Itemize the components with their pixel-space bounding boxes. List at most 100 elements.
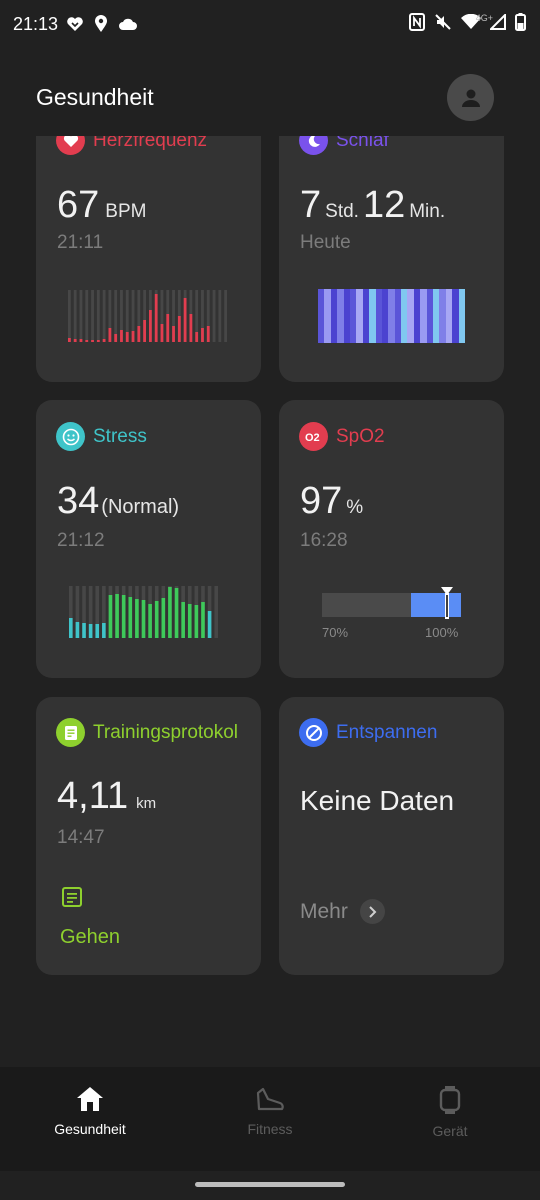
heart-rate-track [201, 290, 204, 342]
stress-bar [201, 602, 205, 638]
signal-icon [490, 14, 506, 30]
relax-card[interactable]: Entspannen Keine Daten Mehr [279, 697, 504, 975]
sleep-stage-segment [381, 289, 389, 343]
battery-icon [515, 13, 526, 31]
stress-title: Stress [93, 425, 147, 447]
avatar[interactable] [447, 74, 494, 121]
heart-rate-track [218, 290, 222, 342]
stress-bar [128, 597, 133, 638]
stress-bar [121, 595, 126, 638]
heart-rate-track [96, 290, 100, 342]
stress-track [69, 586, 73, 638]
heart-rate-card[interactable]: Herzfrequenz 67 BPM 21:11 [36, 106, 261, 382]
heart-rate-bar [206, 326, 210, 342]
sleep-stage-segment [324, 289, 331, 343]
heart-rate-bar [201, 328, 204, 342]
training-title: Trainingsprotokol [93, 721, 239, 743]
sleep-stage-segment [452, 289, 459, 343]
spo2-unit: % [346, 497, 364, 518]
heart-rate-bar [143, 320, 146, 342]
stress-track [95, 586, 100, 638]
status-time: 21:13 [13, 14, 59, 34]
heart-rate-bar [160, 324, 164, 342]
sleep-card[interactable]: Schlaf 7 Std. 12 Min. Heute [279, 106, 504, 382]
stress-level: (Normal) [101, 496, 180, 518]
home-icon [77, 1087, 103, 1111]
network-type: 4G+ [475, 13, 493, 23]
sleep-stage-segment [401, 289, 408, 343]
stress-time: 21:12 [57, 530, 105, 551]
stress-bar [88, 624, 93, 638]
svg-text:O2: O2 [305, 432, 320, 444]
spo2-title: SpO2 [336, 425, 385, 447]
sleep-stage-segment [458, 289, 465, 343]
spo2-value: 97 [300, 480, 343, 522]
chevron-right-icon [359, 899, 385, 924]
heart-rate-track [137, 290, 141, 342]
watch-icon [439, 1086, 461, 1114]
spo2-card[interactable]: O2 SpO2 97 % 16:28 70% 100% [279, 400, 504, 678]
stress-track [214, 586, 218, 638]
heart-rate-bar [102, 339, 106, 342]
heart-rate-bar [189, 314, 193, 342]
sleep-stage-segment [394, 289, 402, 343]
nav-item-geraet[interactable]: Gerät [390, 1085, 510, 1139]
spo2-gauge [322, 587, 461, 619]
stress-track [82, 586, 86, 638]
sleep-stage-segment [356, 289, 363, 343]
heart-rate-bar [183, 298, 187, 342]
heart-rate-track [79, 290, 83, 342]
sleep-stage-segment [426, 289, 434, 343]
sleep-stage-segment [420, 289, 427, 343]
heart-rate-track [212, 290, 216, 342]
nav-item-fitness[interactable]: Fitness [210, 1085, 330, 1137]
nav-label-fitness: Fitness [247, 1121, 293, 1137]
nav-item-gesundheit[interactable]: Gesundheit [30, 1085, 150, 1137]
heart-rate-bar [73, 339, 77, 342]
stress-track [88, 586, 93, 638]
heart-rate-bar [172, 326, 175, 342]
training-card[interactable]: Trainingsprotokol 4,11 km 14:47 Gehen [36, 697, 261, 975]
status-bar: 21:13 4G+ [0, 0, 540, 50]
sleep-stage-segment [407, 289, 414, 343]
stress-bar [95, 624, 100, 638]
relax-more-link[interactable]: Mehr [300, 899, 385, 924]
heart-rate-bar [68, 338, 71, 342]
stress-track [102, 586, 106, 638]
o2-icon: O2 [299, 422, 328, 451]
heart-rate-unit: BPM [105, 201, 147, 222]
sleep-stage-segment [362, 289, 370, 343]
sleep-hours: 7 [300, 184, 322, 226]
stress-bar [135, 599, 139, 638]
stress-bar [75, 622, 80, 638]
gesture-bar [195, 1182, 345, 1187]
training-time: 14:47 [57, 827, 105, 848]
sleep-stage-chart [318, 289, 465, 343]
stress-bar [194, 605, 199, 638]
sleep-stage-segment [349, 289, 357, 343]
stress-bar [102, 623, 106, 638]
stress-bar [168, 587, 172, 638]
stress-track [75, 586, 80, 638]
heart-rate-bar [114, 334, 118, 342]
relax-title: Entspannen [336, 721, 438, 743]
heart-rate-track [131, 290, 135, 342]
heart-rate-track [224, 290, 227, 342]
heart-rate-bar [137, 326, 141, 342]
app-header: Gesundheit [0, 50, 540, 136]
spo2-gauge-fill [411, 593, 461, 617]
notebook-icon [56, 718, 85, 747]
heart-rate-bar [166, 314, 170, 342]
cloud-icon [119, 18, 137, 30]
stress-card[interactable]: Stress 34 (Normal) 21:12 [36, 400, 261, 678]
heart-rate-chart [68, 290, 227, 342]
sleep-stage-segment [433, 289, 440, 343]
spo2-marker [441, 587, 454, 619]
relax-no-data: Keine Daten [300, 785, 455, 816]
heart-rate-track [195, 290, 199, 342]
heart-rate-track [73, 290, 77, 342]
sleep-date: Heute [300, 232, 351, 253]
sleep-stage-segment [330, 289, 338, 343]
sleep-stage-segment [439, 289, 446, 343]
heart-rate-track [114, 290, 118, 342]
